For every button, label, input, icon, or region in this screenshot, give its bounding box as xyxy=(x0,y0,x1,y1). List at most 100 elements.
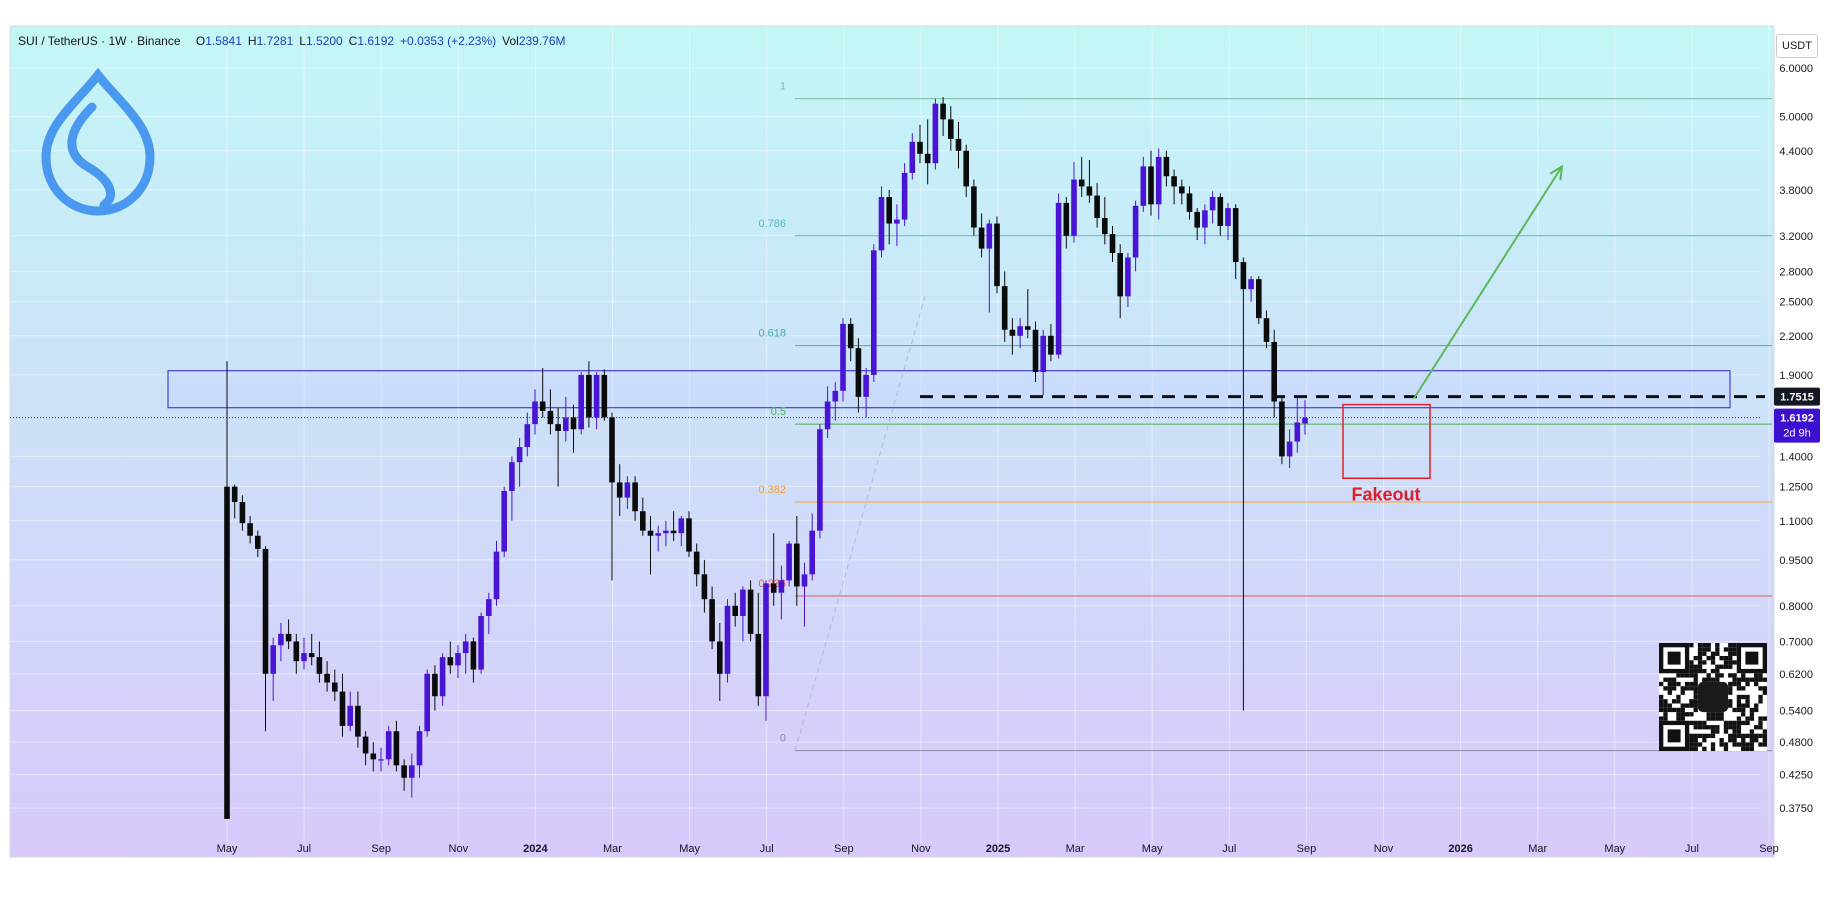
qr-module xyxy=(1745,681,1750,687)
qr-module xyxy=(1689,746,1694,751)
qr-module xyxy=(1689,738,1694,743)
x-tick-label: May xyxy=(1142,843,1163,855)
qr-module xyxy=(1762,738,1767,743)
candle-body xyxy=(755,633,762,697)
currency-badge[interactable]: USDT xyxy=(1776,34,1818,58)
qr-module xyxy=(1676,699,1681,704)
candle-body xyxy=(385,731,392,760)
qr-module xyxy=(1728,647,1733,652)
qr-module xyxy=(1706,733,1711,739)
candle-body xyxy=(1001,286,1008,330)
fib-level-label: 0.786 xyxy=(758,218,786,230)
qr-module xyxy=(1684,686,1690,691)
qr-module xyxy=(1667,677,1672,682)
candle-body xyxy=(963,150,969,187)
candle-body xyxy=(516,447,523,463)
qr-module xyxy=(1697,725,1703,730)
qr-module xyxy=(1728,651,1733,656)
candle-body xyxy=(1040,335,1046,373)
qr-module xyxy=(1715,651,1720,656)
qr-module xyxy=(1749,707,1755,713)
qr-module xyxy=(1697,660,1703,665)
symbol-label[interactable]: SUI / TetherUS · 1W · Binance xyxy=(18,34,181,48)
x-tick-label: Nov xyxy=(1374,843,1394,855)
qr-code xyxy=(1659,643,1767,751)
qr-module xyxy=(1663,699,1668,704)
candle-body xyxy=(1032,329,1039,373)
qr-module xyxy=(1736,699,1742,704)
qr-module xyxy=(1689,668,1694,674)
qr-module xyxy=(1680,703,1685,708)
level-price-value: 1.7515 xyxy=(1780,392,1814,404)
qr-module xyxy=(1671,707,1677,713)
candle-body xyxy=(1094,195,1100,219)
qr-module xyxy=(1715,677,1720,682)
y-tick-label: 0.5400 xyxy=(1779,706,1813,718)
qr-module xyxy=(1715,643,1720,648)
candle-body xyxy=(1163,156,1170,177)
candle-body xyxy=(1086,186,1093,196)
qr-module xyxy=(1732,647,1737,652)
candle-body xyxy=(547,410,554,425)
qr-module xyxy=(1680,673,1685,678)
qr-module xyxy=(1736,677,1742,682)
qr-module xyxy=(1719,738,1724,743)
qr-module xyxy=(1749,742,1755,747)
qr-module xyxy=(1728,655,1733,661)
current-price-value: 1.6192 xyxy=(1780,413,1814,425)
candle-body xyxy=(609,417,615,483)
qr-module xyxy=(1689,643,1694,648)
y-tick-label: 1.4000 xyxy=(1779,451,1813,463)
qr-module xyxy=(1741,686,1746,691)
candle-body xyxy=(539,401,546,411)
y-tick-label: 3.8000 xyxy=(1779,185,1813,197)
candle-body xyxy=(955,138,962,151)
qr-module xyxy=(1736,729,1742,734)
qr-module xyxy=(1706,643,1711,648)
qr-module xyxy=(1758,742,1763,747)
qr-module xyxy=(1749,738,1755,743)
projection-arrow-head xyxy=(1549,164,1564,181)
qr-module xyxy=(1710,746,1716,751)
qr-module xyxy=(1693,738,1698,743)
qr-module xyxy=(1693,677,1698,682)
candle-body xyxy=(794,543,800,587)
candle-body xyxy=(1109,234,1116,253)
qr-module xyxy=(1697,733,1703,739)
candle-body xyxy=(586,374,592,418)
candle-body xyxy=(478,615,484,670)
candle-body xyxy=(439,657,446,697)
candle-body xyxy=(378,759,384,761)
qr-module xyxy=(1693,733,1698,739)
candle-body xyxy=(994,223,1000,287)
candle-body xyxy=(678,518,685,534)
qr-module xyxy=(1758,686,1763,691)
qr-module xyxy=(1749,733,1755,739)
qr-module xyxy=(1758,699,1763,704)
qr-module xyxy=(1758,720,1763,726)
symbol-header: SUI / TetherUS · 1W · Binance O1.5841 H1… xyxy=(18,34,566,48)
qr-module xyxy=(1693,668,1698,674)
qr-module xyxy=(1693,703,1698,708)
candle-body xyxy=(347,705,353,726)
qr-module xyxy=(1745,746,1750,751)
candle-body xyxy=(1294,422,1301,442)
candle-body xyxy=(701,574,708,600)
qr-module xyxy=(1715,668,1720,674)
qr-module xyxy=(1732,660,1737,665)
candle-body xyxy=(971,186,977,228)
sui-logo-swirl xyxy=(67,102,115,210)
current-price-tag xyxy=(1774,408,1820,443)
qr-module xyxy=(1659,716,1664,721)
qr-module xyxy=(1663,677,1668,682)
candle-body xyxy=(316,657,323,674)
y-tick-label: 0.4800 xyxy=(1779,737,1813,749)
qr-module xyxy=(1728,720,1733,726)
x-tick-label: Mar xyxy=(1066,843,1085,855)
candle-body xyxy=(986,223,993,249)
candle-body xyxy=(717,641,723,674)
x-tick-label: Jul xyxy=(1685,843,1699,855)
candle-body xyxy=(1217,197,1224,226)
